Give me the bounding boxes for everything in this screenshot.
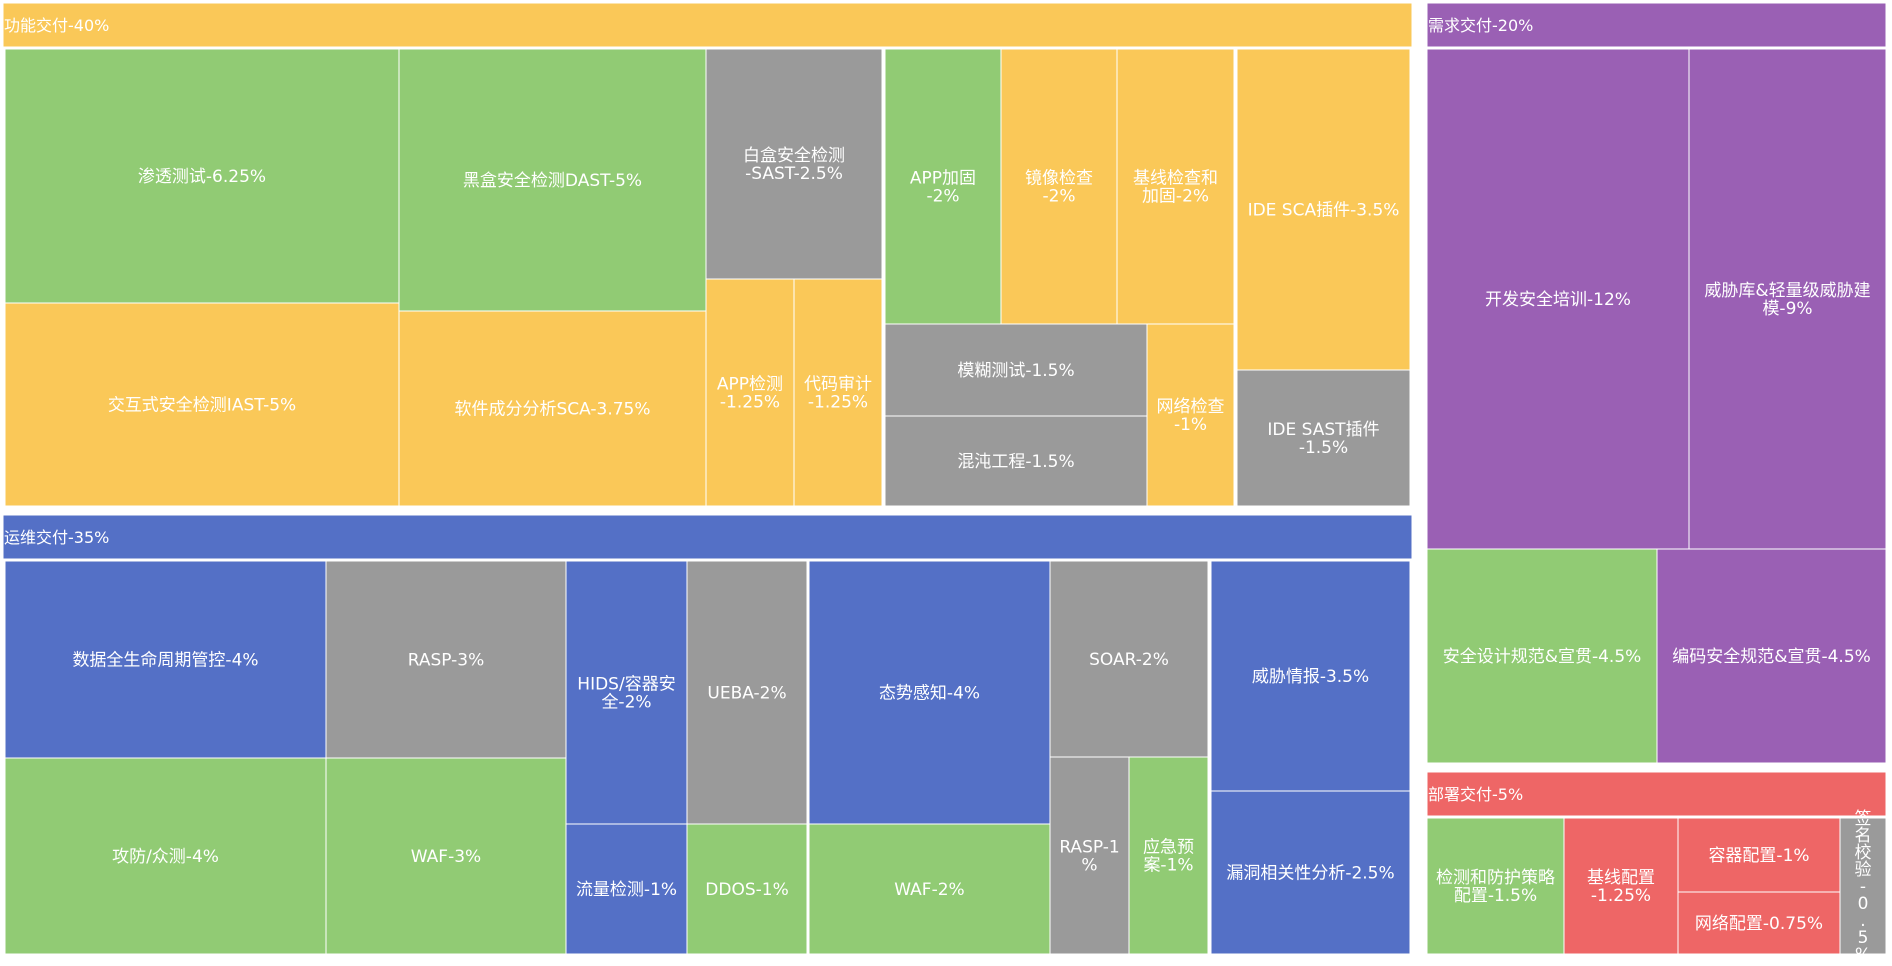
treemap-cell-soar[interactable] [1049, 560, 1209, 758]
cell-label-app-detect: APP检测-1.25% [717, 375, 783, 413]
cell-label-ide-sast: IDE SAST插件-1.5% [1267, 420, 1379, 458]
treemap-cell-dlm[interactable] [4, 560, 327, 759]
cell-label-flow: 流量检测-1% [576, 880, 677, 900]
group-label-deploy: 部署交付-5% [1428, 785, 1523, 804]
cell-label-ueba: UEBA-2% [707, 684, 786, 704]
treemap-cell-baseline-cfg[interactable] [1563, 817, 1679, 955]
cell-label-threat-model: 威胁库&轻量级威胁建模-9% [1704, 281, 1870, 319]
group-label-ops: 运维交付-35% [4, 528, 109, 547]
treemap-group-ops: 运维交付-35% 数据全生命周期管控-4% 攻防/众测-4% RASP-3% WAF-3… [2, 514, 1413, 955]
cell-label-chaos: 混沌工程-1.5% [957, 452, 1074, 472]
cell-label-sast: 白盒安全检测-SAST-2.5% [743, 146, 845, 184]
treemap-cell-attack[interactable] [4, 757, 327, 955]
treemap-group-func: 功能交付-40% 渗透测试-6.25% 交互式安全检测IAST-5% 黑盒安全检测DA… [2, 2, 1413, 507]
cell-label-waf2: WAF-2% [894, 880, 964, 900]
treemap-cell-waf3[interactable] [325, 757, 567, 955]
treemap-cell-threat-model[interactable] [1688, 48, 1887, 550]
group-header-ops[interactable] [2, 514, 1413, 560]
treemap-cell-ueba[interactable] [686, 560, 808, 825]
treemap-cell-coding-spec[interactable] [1656, 548, 1887, 764]
treemap-cell-baseline-check[interactable] [1116, 48, 1235, 325]
cell-label-ddos: DDOS-1% [705, 880, 788, 900]
cell-label-dlm: 数据全生命周期管控-4% [72, 651, 258, 671]
treemap-cell-ide-sast[interactable] [1236, 369, 1411, 507]
cell-label-emergency: 应急预案-1% [1143, 838, 1194, 876]
group-header-req[interactable] [1426, 2, 1887, 48]
treemap-cell-pentest[interactable] [4, 48, 400, 304]
cell-label-detect-policy: 检测和防护策略配置-1.5% [1436, 868, 1555, 906]
treemap-cell-dast[interactable] [398, 48, 707, 312]
cell-label-iast: 交互式安全检测IAST-5% [108, 396, 296, 416]
treemap-cell-net-cfg[interactable] [1677, 891, 1841, 955]
cell-label-pentest: 渗透测试-6.25% [138, 167, 266, 187]
cell-label-sign-check: 签名校验-0. 5% [1855, 809, 1872, 965]
treemap-cell-vuln-corr[interactable] [1210, 790, 1411, 955]
cell-label-threat-intel: 威胁情报-3.5% [1252, 667, 1369, 687]
cell-label-rasp3: RASP-3% [408, 651, 485, 671]
cell-label-net-cfg: 网络配置-0.75% [1695, 914, 1823, 934]
cell-label-baseline-cfg: 基线配置-1.25% [1587, 868, 1655, 906]
treemap-cell-iast[interactable] [4, 302, 400, 507]
cell-label-ide-sca: IDE SCA插件-3.5% [1248, 201, 1400, 221]
treemap-cell-app-detect[interactable] [705, 278, 795, 507]
treemap-cell-situation[interactable] [808, 560, 1051, 825]
cell-label-container-cfg: 容器配置-1% [1708, 846, 1809, 866]
treemap-cell-sca[interactable] [398, 310, 707, 507]
treemap-cell-image-check[interactable] [1000, 48, 1118, 325]
cell-label-hids: HIDS/容器安全-2% [577, 675, 675, 713]
treemap-cell-app-harden[interactable] [884, 48, 1002, 325]
treemap-group-req: 需求交付-20% 开发安全培训-12% 威胁库&轻量级威胁建模-9% 安全设计规范&宣… [1426, 2, 1887, 764]
treemap-cell-ide-sca[interactable] [1236, 48, 1411, 371]
cell-label-dast: 黑盒安全检测DAST-5% [463, 171, 642, 191]
cell-label-vuln-corr: 漏洞相关性分析-2.5% [1226, 864, 1394, 884]
cell-label-image-check: 镜像检查-2% [1025, 169, 1093, 207]
cell-label-situation: 态势感知-4% [879, 684, 980, 704]
cell-label-sca: 软件成分分析SCA-3.75% [454, 400, 650, 420]
cell-label-baseline-check: 基线检查和加固-2% [1133, 169, 1218, 207]
cell-label-coding-spec: 编码安全规范&宣贯-4.5% [1672, 647, 1871, 667]
treemap-cell-rasp1[interactable] [1049, 756, 1130, 955]
treemap-cell-detect-policy[interactable] [1426, 817, 1565, 955]
treemap-cell-emergency[interactable] [1128, 756, 1209, 955]
treemap-cell-code-audit[interactable] [793, 278, 883, 507]
treemap-cell-rasp3[interactable] [325, 560, 567, 759]
treemap-cell-waf2[interactable] [808, 823, 1051, 955]
cell-label-design-spec: 安全设计规范&宣贯-4.5% [1443, 647, 1642, 667]
treemap-cell-ddos[interactable] [686, 823, 808, 955]
cell-label-code-audit: 代码审计-1.25% [804, 375, 872, 413]
group-header-deploy[interactable] [1426, 771, 1887, 817]
cell-label-net-check: 网络检查-1% [1157, 397, 1225, 435]
cell-label-rasp1: RASP-1% [1059, 838, 1119, 876]
cell-label-soar: SOAR-2% [1089, 650, 1169, 670]
cell-label-waf3: WAF-3% [411, 847, 481, 867]
group-label-func: 功能交付-40% [4, 16, 109, 35]
group-header-func[interactable] [2, 2, 1413, 48]
cell-label-attack: 攻防/众测-4% [112, 847, 219, 867]
treemap-cell-sign-check[interactable] [1839, 817, 1887, 955]
treemap-group-deploy: 部署交付-5% 检测和防护策略配置-1.5% 基线配置-1.25% 容器配置-1% 网络… [1426, 771, 1887, 965]
treemap-cell-design-spec[interactable] [1426, 548, 1658, 764]
treemap-cell-chaos[interactable] [884, 415, 1148, 507]
cell-label-app-harden: APP加固-2% [910, 169, 976, 207]
treemap-cell-net-check[interactable] [1146, 323, 1235, 507]
treemap-cell-fuzz[interactable] [884, 323, 1148, 417]
cell-label-fuzz: 模糊测试-1.5% [957, 361, 1074, 381]
group-label-req: 需求交付-20% [1428, 16, 1533, 35]
treemap-cell-flow[interactable] [565, 823, 688, 955]
cell-label-dev-training: 开发安全培训-12% [1485, 290, 1631, 310]
